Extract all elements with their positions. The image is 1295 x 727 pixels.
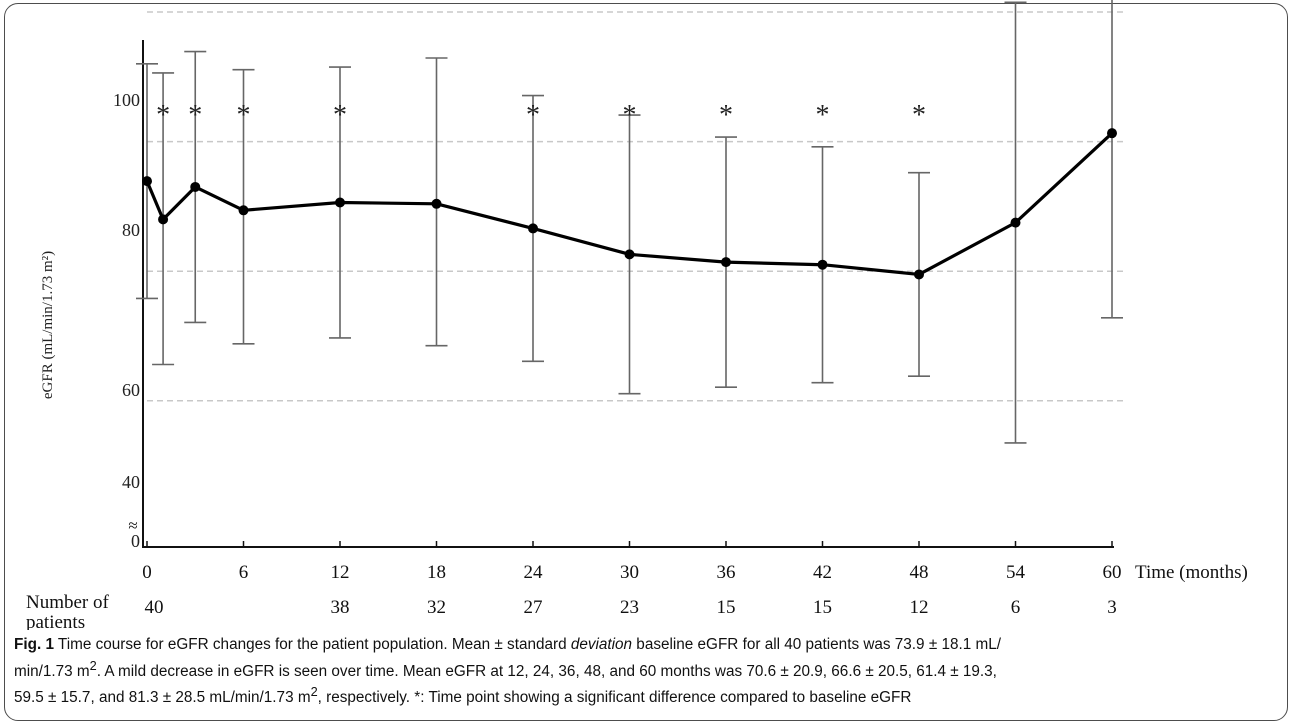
significance-star-24: * — [526, 100, 540, 131]
x-tick-label-6: 6 — [239, 562, 249, 583]
significance-star-6: * — [237, 100, 251, 131]
caption-line-3: 59.5 ± 15.7, and 81.3 ± 28.5 mL/min/1.73… — [14, 684, 912, 707]
x-tick-label-24: 24 — [524, 562, 544, 583]
data-point-12 — [1107, 128, 1117, 139]
y-tick-label-60: 60 — [122, 380, 140, 400]
data-point-6 — [528, 223, 538, 234]
y-axis-label: eGFR (mL/min/1.73 m²) — [40, 251, 56, 399]
significance-markers: * * * * * * * * * — [156, 100, 926, 131]
x-tick-labels: 0 6 12 18 24 30 36 42 48 54 60 — [142, 562, 1121, 583]
patient-count-54: 6 — [1011, 597, 1021, 618]
x-tick-label-60: 60 — [1103, 562, 1122, 583]
x-tick-label-12: 12 — [331, 562, 350, 583]
egfr-chart: ≈ * * * * * * * * * 0 6 12 18 24 30 36 42 48 54 60 0406080… — [26, 0, 1248, 630]
significance-star-42: * — [816, 100, 830, 131]
data-point-11 — [1010, 217, 1021, 228]
y-tick-label-80: 80 — [122, 220, 140, 240]
data-point-10 — [914, 269, 924, 280]
figure-caption: Fig. 1 Time course for eGFR changes for … — [14, 635, 1282, 709]
patient-count-18: 32 — [427, 597, 446, 618]
patients-label-line-2: patients — [26, 612, 85, 630]
patient-count-48: 12 — [910, 597, 929, 618]
x-tick-label-48: 48 — [910, 562, 929, 583]
data-point-7 — [624, 249, 635, 260]
patient-count-60: 3 — [1107, 597, 1117, 618]
x-tick-label-0: 0 — [142, 562, 152, 583]
patient-count-0: 40 — [145, 597, 164, 618]
significance-star-3: * — [188, 100, 202, 131]
data-points — [142, 128, 1117, 280]
significance-star-48: * — [912, 100, 926, 131]
significance-star-1: * — [156, 100, 170, 131]
gridlines — [147, 11, 1124, 402]
patient-count-36: 15 — [717, 597, 736, 618]
significance-star-30: * — [623, 100, 637, 131]
data-point-2 — [190, 181, 201, 192]
y-tick-label-0: 0 — [131, 531, 140, 551]
y-tick-label-100: 100 — [113, 90, 140, 110]
patient-count-24: 27 — [524, 597, 543, 618]
figure-frame — [4, 3, 1288, 721]
data-point-1 — [158, 214, 169, 225]
y-tick-labels: 0 40 60 80 100 — [113, 90, 140, 551]
x-axis-label: Time (months) — [1135, 562, 1248, 583]
caption-line-1: Fig. 1 Time course for eGFR changes for … — [14, 636, 1001, 653]
data-point-0 — [142, 176, 152, 187]
data-point-5 — [431, 198, 442, 209]
patient-count-12: 38 — [331, 597, 350, 618]
patients-label-line-1: Number of — [26, 592, 110, 613]
data-point-3 — [238, 205, 249, 216]
data-point-8 — [721, 257, 731, 268]
figure-label: Fig. 1 — [14, 636, 54, 653]
y-tick-label-40: 40 — [122, 472, 140, 492]
axes: ≈ — [128, 40, 1114, 548]
significance-star-12: * — [333, 100, 347, 131]
x-tick-label-30: 30 — [620, 562, 639, 583]
caption-line-2: min/1.73 m2. A mild decrease in eGFR is … — [14, 657, 997, 680]
patient-count-42: 15 — [813, 597, 832, 618]
patient-count-30: 23 — [620, 597, 639, 618]
x-tick-label-36: 36 — [717, 562, 736, 583]
x-tick-label-42: 42 — [813, 562, 832, 583]
x-tick-label-54: 54 — [1006, 562, 1026, 583]
error-bars — [136, 0, 1123, 444]
axis-break-marker: ≈ — [128, 516, 137, 535]
data-point-4 — [335, 197, 345, 208]
significance-star-36: * — [719, 100, 733, 131]
x-tick-label-18: 18 — [427, 562, 446, 583]
data-point-9 — [817, 259, 828, 270]
